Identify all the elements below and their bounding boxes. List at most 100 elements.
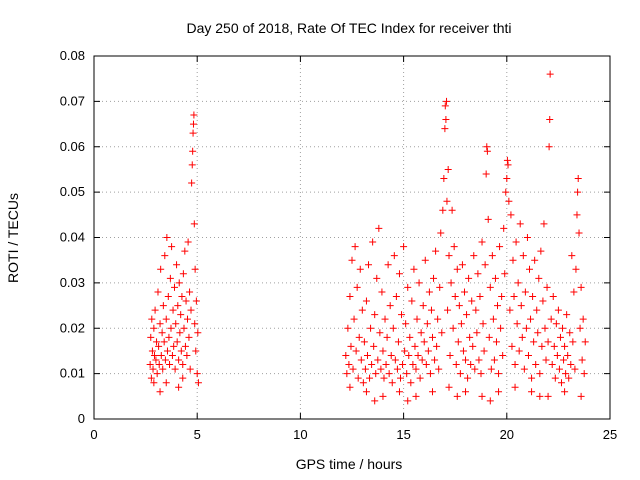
data-point bbox=[464, 374, 472, 382]
data-point bbox=[167, 324, 175, 332]
data-point bbox=[505, 197, 513, 205]
data-point bbox=[190, 111, 198, 119]
x-tick-label: 20 bbox=[500, 427, 514, 442]
data-point bbox=[471, 365, 479, 373]
data-point bbox=[564, 351, 572, 359]
data-point bbox=[496, 243, 504, 251]
data-point bbox=[153, 370, 161, 378]
data-point bbox=[150, 351, 158, 359]
data-point bbox=[530, 338, 538, 346]
data-point bbox=[553, 351, 561, 359]
data-point bbox=[344, 324, 352, 332]
data-point bbox=[433, 342, 441, 350]
data-point bbox=[572, 265, 580, 273]
data-point bbox=[501, 270, 509, 278]
data-point bbox=[569, 338, 577, 346]
data-point bbox=[486, 283, 494, 291]
data-point bbox=[183, 351, 191, 359]
data-point bbox=[171, 365, 179, 373]
data-point bbox=[500, 224, 508, 232]
data-point bbox=[152, 356, 160, 364]
data-point bbox=[405, 351, 413, 359]
data-point bbox=[170, 342, 178, 350]
data-point bbox=[372, 370, 380, 378]
data-point bbox=[386, 302, 394, 310]
data-point bbox=[563, 311, 571, 319]
data-point bbox=[467, 361, 475, 369]
data-point bbox=[440, 175, 448, 183]
data-point bbox=[528, 388, 536, 396]
data-point bbox=[473, 329, 481, 337]
y-tick-label: 0.04 bbox=[60, 230, 85, 245]
data-point bbox=[521, 288, 529, 296]
data-point bbox=[544, 392, 552, 400]
data-point bbox=[477, 370, 485, 378]
plot-frame bbox=[93, 55, 611, 420]
data-point bbox=[544, 338, 552, 346]
data-point bbox=[345, 361, 353, 369]
data-point bbox=[498, 292, 506, 300]
data-point bbox=[413, 315, 421, 323]
data-point bbox=[165, 333, 173, 341]
data-point bbox=[567, 361, 575, 369]
data-point bbox=[366, 374, 374, 382]
data-point bbox=[398, 311, 406, 319]
data-point bbox=[568, 252, 576, 260]
data-point bbox=[557, 379, 565, 387]
data-point bbox=[189, 147, 197, 155]
data-point bbox=[376, 329, 384, 337]
data-point bbox=[455, 302, 463, 310]
data-point bbox=[577, 392, 585, 400]
data-point bbox=[565, 374, 573, 382]
data-point bbox=[574, 188, 582, 196]
data-point bbox=[490, 356, 498, 364]
data-point bbox=[162, 379, 170, 387]
data-point bbox=[159, 365, 167, 373]
x-tick-label: 10 bbox=[293, 427, 307, 442]
data-point bbox=[453, 392, 461, 400]
data-point bbox=[379, 392, 387, 400]
data-point bbox=[391, 356, 399, 364]
data-point bbox=[163, 234, 171, 241]
data-point bbox=[543, 283, 551, 291]
data-point bbox=[154, 288, 162, 296]
data-point bbox=[506, 306, 514, 314]
data-point bbox=[156, 388, 164, 396]
data-point bbox=[182, 297, 190, 305]
data-point bbox=[194, 379, 202, 387]
data-point bbox=[559, 324, 567, 332]
data-point bbox=[157, 265, 165, 273]
data-point bbox=[431, 356, 439, 364]
data-point bbox=[148, 315, 156, 323]
data-point bbox=[380, 374, 388, 382]
data-point bbox=[444, 306, 452, 314]
data-point bbox=[402, 320, 410, 328]
data-point bbox=[463, 311, 471, 319]
data-point bbox=[441, 125, 449, 133]
data-point bbox=[427, 306, 435, 314]
data-point bbox=[460, 288, 468, 296]
data-point bbox=[350, 315, 358, 323]
data-point bbox=[470, 252, 478, 260]
data-point bbox=[187, 306, 195, 314]
data-point bbox=[361, 365, 369, 373]
data-point bbox=[578, 356, 586, 364]
data-point bbox=[573, 211, 581, 219]
data-point bbox=[574, 175, 582, 183]
data-point bbox=[390, 252, 398, 260]
data-point bbox=[373, 274, 381, 282]
data-point bbox=[507, 211, 515, 219]
data-point bbox=[513, 320, 521, 328]
y-tick-label: 0.01 bbox=[60, 366, 85, 381]
data-point bbox=[356, 265, 364, 273]
data-point bbox=[472, 306, 480, 314]
data-point bbox=[466, 333, 474, 341]
data-point bbox=[449, 324, 457, 332]
data-point bbox=[560, 356, 568, 364]
data-point bbox=[451, 292, 459, 300]
data-point bbox=[166, 361, 174, 369]
data-point bbox=[492, 338, 500, 346]
data-point bbox=[352, 347, 360, 355]
data-point bbox=[382, 361, 390, 369]
data-point bbox=[362, 297, 370, 305]
